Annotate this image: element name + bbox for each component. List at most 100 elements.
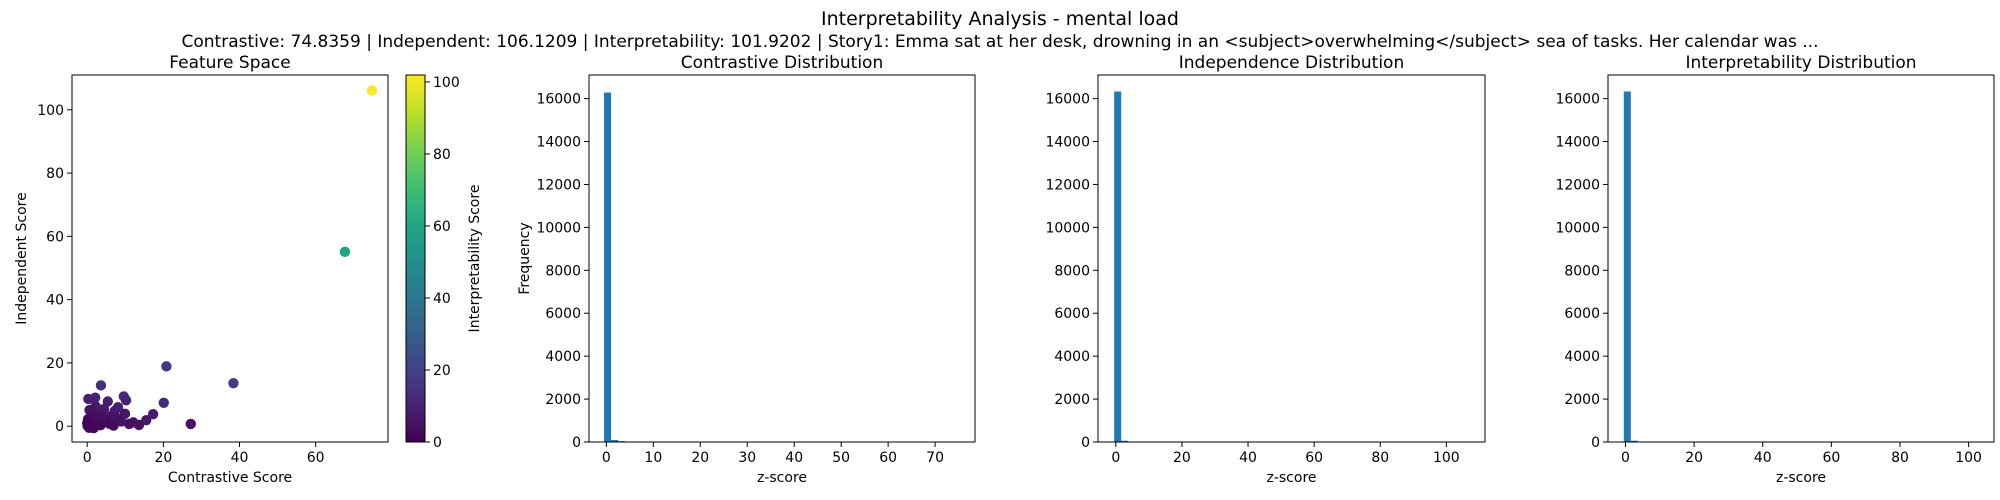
colorbar-tick-label: 0 [433, 435, 442, 451]
axes-title: Contrastive Distribution [681, 53, 883, 73]
y-tick-label: 14000 [1045, 135, 1090, 151]
x-tick-label: 100 [1955, 450, 1982, 466]
scatter-point [95, 380, 107, 391]
y-tick-label: 10000 [536, 220, 581, 236]
scatter-point [120, 395, 132, 406]
scatter-point [161, 361, 172, 372]
colorbar-label: Interpretability Score [467, 185, 483, 333]
histogram-bar [604, 92, 612, 443]
x-tick-label: 40 [1754, 450, 1772, 466]
colorbar-tick-label: 20 [433, 363, 451, 379]
x-tick-label: 20 [691, 450, 709, 466]
y-tick-label: 14000 [1555, 135, 1600, 151]
panel-4: 0 20 40 60 80 100 0 2000 4000 6000 8000 10000 12000 1… [1555, 53, 1995, 486]
y-tick-label: 10000 [1045, 220, 1090, 236]
axes-frame [588, 74, 976, 443]
y-tick-label: 12000 [1045, 177, 1090, 193]
histogram-bar [1114, 91, 1122, 443]
panel-1: 0 20 40 60 0 20 40 60 80 100 Feature Space Contrast… [14, 53, 483, 486]
axes-frame [71, 74, 389, 443]
y-tick-label: 4000 [1564, 349, 1600, 365]
x-tick-label: 10 [644, 450, 662, 466]
x-tick-label: 20 [1173, 450, 1191, 466]
figure-subtitle: Contrastive: 74.8359 | Independent: 106.… [182, 32, 1819, 52]
x-tick-label: 0 [1621, 450, 1630, 466]
scatter-point [185, 418, 196, 430]
y-tick-label: 6000 [1054, 306, 1090, 322]
panel-3: 0 20 40 60 80 100 0 2000 4000 6000 8000 10000 12000 1… [1045, 53, 1486, 486]
scatter-point [366, 85, 378, 96]
x-tick-label: 60 [879, 450, 897, 466]
y-tick-label: 8000 [545, 263, 581, 279]
axes-title: Independence Distribution [1179, 53, 1404, 73]
x-tick-label: 80 [1891, 450, 1909, 466]
colorbar-tick-label: 40 [433, 291, 451, 307]
x-axis-label: z-score [757, 470, 807, 486]
histogram-bar [1630, 440, 1638, 442]
x-tick-label: 100 [1433, 450, 1460, 466]
y-axis-label: Independent Score [14, 192, 30, 324]
axes-title: Interpretability Distribution [1685, 53, 1916, 73]
x-tick-label: 30 [738, 450, 756, 466]
y-tick-label: 14000 [536, 135, 581, 151]
y-tick-label: 2000 [545, 392, 581, 408]
y-tick-label: 6000 [545, 306, 581, 322]
y-tick-label: 8000 [1054, 263, 1090, 279]
y-tick-label: 16000 [536, 92, 581, 108]
scatter-point [339, 246, 351, 258]
y-tick-label: 2000 [1054, 392, 1090, 408]
y-tick-label: 4000 [1054, 349, 1090, 365]
y-tick-label: 60 [46, 229, 64, 245]
x-tick-label: 50 [832, 450, 850, 466]
colorbar-bar [405, 74, 426, 443]
y-tick-label: 16000 [1555, 92, 1600, 108]
scatter-point [133, 419, 145, 431]
x-axis-label: z-score [1776, 470, 1826, 486]
x-tick-label: 40 [1239, 450, 1257, 466]
scatter-point [228, 377, 239, 389]
y-tick-label: 10000 [1555, 220, 1600, 236]
colorbar-tick-label: 100 [433, 75, 460, 91]
x-tick-label: 60 [307, 450, 325, 466]
y-tick-label: 8000 [1564, 263, 1600, 279]
panel-2: 0 10 20 30 40 50 60 70 0 2000 4000 6000 8000 10000 120… [517, 53, 976, 486]
scatter-point [83, 393, 94, 405]
scatter-point [123, 418, 135, 430]
y-tick-label: 0 [55, 419, 64, 435]
y-tick-label: 16000 [1045, 92, 1090, 108]
x-axis-label: z-score [1266, 470, 1316, 486]
y-axis-label: Frequency [517, 222, 533, 294]
scatter-point [119, 408, 131, 420]
x-tick-label: 0 [1111, 450, 1120, 466]
axes-frame [1607, 74, 1995, 443]
scatter-point [158, 397, 169, 408]
figure-title: Interpretability Analysis - mental load [821, 8, 1179, 30]
x-tick-label: 20 [1685, 450, 1703, 466]
x-tick-label: 80 [1371, 450, 1389, 466]
x-tick-label: 70 [926, 450, 944, 466]
colorbar-tick-label: 80 [433, 147, 451, 163]
x-tick-label: 40 [785, 450, 803, 466]
y-tick-label: 12000 [1555, 177, 1600, 193]
axes-frame [1097, 74, 1486, 443]
x-axis-label: Contrastive Score [168, 470, 292, 486]
colorbar: 0 20 40 60 80 100 Interpretability Score [405, 74, 483, 451]
y-tick-label: 40 [46, 293, 64, 309]
y-tick-label: 80 [46, 166, 64, 182]
x-tick-label: 60 [1305, 450, 1323, 466]
axes-title: Feature Space [169, 53, 290, 73]
colorbar-tick-label: 60 [433, 219, 451, 235]
scatter-point [96, 411, 107, 423]
y-tick-label: 0 [1591, 435, 1600, 451]
x-tick-label: 20 [154, 450, 172, 466]
scatter-point [84, 404, 95, 416]
scatter-point [147, 408, 159, 420]
histogram-bar [1623, 91, 1631, 443]
y-tick-label: 20 [46, 356, 64, 372]
x-tick-label: 40 [231, 450, 249, 466]
y-tick-label: 0 [1081, 435, 1090, 451]
histogram-bar [611, 440, 619, 442]
y-tick-label: 100 [37, 103, 64, 119]
